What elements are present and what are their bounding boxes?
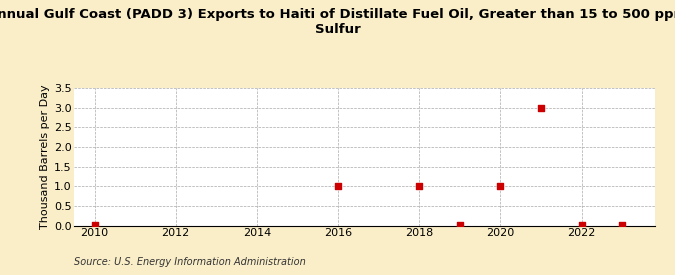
- Point: [414, 184, 425, 188]
- Text: Source: U.S. Energy Information Administration: Source: U.S. Energy Information Administ…: [74, 257, 306, 267]
- Point: [333, 184, 344, 188]
- Point: [495, 184, 506, 188]
- Text: Annual Gulf Coast (PADD 3) Exports to Haiti of Distillate Fuel Oil, Greater than: Annual Gulf Coast (PADD 3) Exports to Ha…: [0, 8, 675, 36]
- Point: [617, 222, 628, 227]
- Point: [89, 222, 100, 227]
- Point: [576, 222, 587, 227]
- Point: [454, 222, 465, 227]
- Point: [536, 105, 547, 110]
- Y-axis label: Thousand Barrels per Day: Thousand Barrels per Day: [40, 84, 49, 229]
